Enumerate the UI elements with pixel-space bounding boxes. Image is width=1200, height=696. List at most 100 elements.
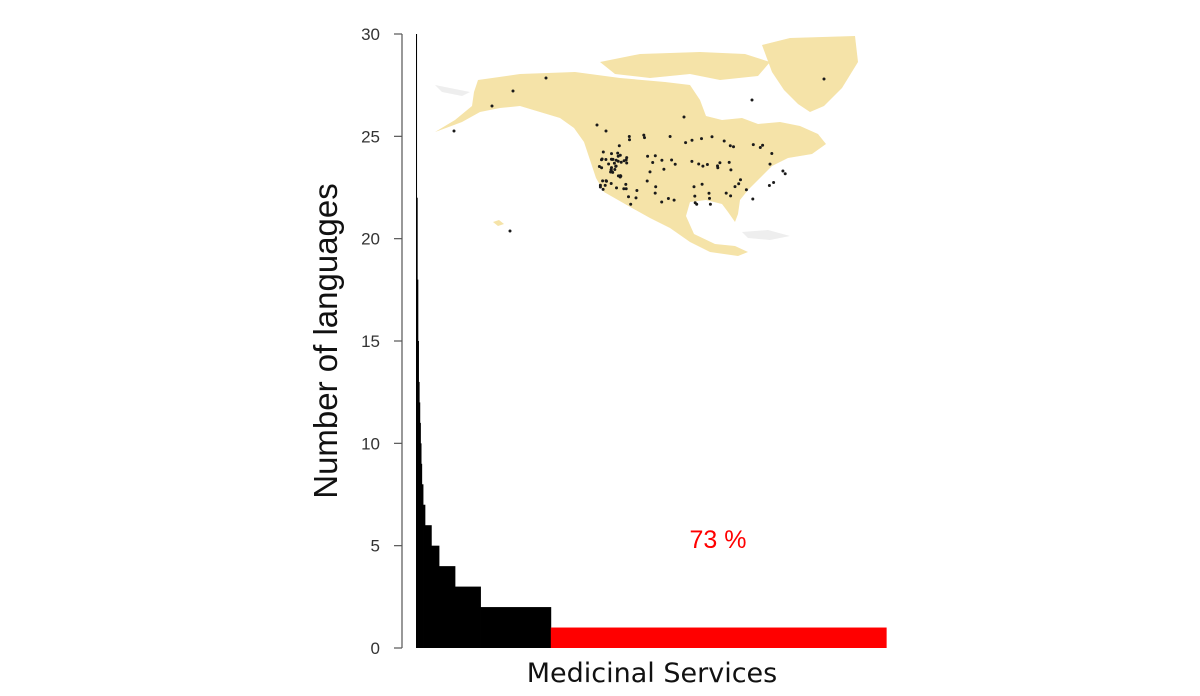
map-point bbox=[600, 157, 604, 161]
bar-group-13 bbox=[439, 566, 456, 648]
map-point bbox=[619, 160, 623, 164]
map-point bbox=[666, 197, 670, 200]
map-point bbox=[614, 158, 618, 162]
map-point bbox=[695, 202, 699, 206]
map-point bbox=[744, 188, 748, 192]
map-point bbox=[607, 162, 611, 166]
land-mainland bbox=[435, 72, 826, 256]
y-ticks: 0 5 10 15 20 25 30 bbox=[361, 25, 402, 658]
map-point bbox=[783, 172, 787, 176]
map-point bbox=[660, 200, 664, 204]
land-hawaii bbox=[493, 220, 504, 226]
y-tick-label: 5 bbox=[371, 537, 380, 556]
map-point bbox=[670, 158, 674, 162]
y-tick-label: 30 bbox=[361, 25, 380, 44]
map-point bbox=[642, 133, 646, 137]
map-point bbox=[705, 163, 709, 166]
map-point bbox=[724, 191, 728, 195]
bars bbox=[416, 34, 887, 649]
bar-group-12 bbox=[431, 545, 440, 648]
bar-group-7 bbox=[420, 443, 422, 648]
map-point bbox=[690, 159, 694, 163]
map-point bbox=[603, 183, 607, 187]
map-point bbox=[511, 89, 515, 93]
map-point bbox=[643, 136, 646, 140]
map-point bbox=[604, 179, 608, 183]
y-tick-label: 0 bbox=[371, 639, 380, 658]
map-point bbox=[627, 195, 630, 199]
map-point bbox=[716, 166, 720, 170]
map-point bbox=[751, 143, 755, 147]
map-point bbox=[768, 162, 772, 166]
map-point bbox=[727, 160, 731, 164]
map-point bbox=[452, 129, 456, 133]
x-axis-title: Medicinal Services bbox=[527, 658, 778, 689]
map-point bbox=[645, 179, 649, 183]
bar-group-11 bbox=[424, 525, 432, 648]
map-point bbox=[635, 189, 639, 192]
map-point bbox=[751, 197, 755, 201]
bar-group-0 bbox=[416, 34, 418, 648]
map-point bbox=[737, 182, 741, 186]
map-point bbox=[684, 141, 688, 145]
map-point bbox=[622, 159, 626, 163]
map-point bbox=[614, 164, 618, 168]
map-point bbox=[693, 194, 697, 198]
map-point bbox=[758, 146, 762, 149]
map-point bbox=[597, 165, 601, 168]
map-point bbox=[601, 187, 605, 191]
map-point bbox=[673, 162, 677, 166]
percent-annotation: 73 % bbox=[690, 526, 747, 554]
map-point bbox=[654, 185, 658, 189]
map-point bbox=[761, 143, 765, 147]
land-hudson-bay bbox=[705, 96, 742, 118]
map-point bbox=[668, 135, 672, 138]
map-point bbox=[700, 182, 704, 186]
map-point bbox=[729, 194, 733, 198]
map-point bbox=[615, 186, 618, 190]
bar-group-14 bbox=[454, 586, 481, 648]
map-point bbox=[729, 168, 733, 172]
map-point bbox=[634, 196, 638, 200]
map-point bbox=[601, 150, 605, 154]
y-tick-label: 20 bbox=[361, 230, 380, 249]
map-point bbox=[739, 178, 742, 182]
map-point bbox=[613, 168, 617, 171]
y-axis: 0 5 10 15 20 25 30 bbox=[361, 25, 403, 658]
map-point bbox=[707, 191, 711, 195]
map-point bbox=[610, 152, 613, 156]
y-tick-label: 15 bbox=[361, 332, 380, 351]
map-point bbox=[604, 158, 608, 161]
map-point bbox=[733, 185, 737, 189]
map-point bbox=[718, 161, 722, 165]
map-point bbox=[612, 161, 616, 165]
map-point bbox=[708, 196, 711, 200]
land-caribbean bbox=[742, 230, 790, 240]
map-point bbox=[598, 185, 602, 189]
map-point bbox=[625, 161, 629, 165]
map-point bbox=[672, 198, 676, 202]
map-point bbox=[722, 139, 726, 143]
map-point bbox=[653, 191, 657, 195]
map-point bbox=[609, 182, 613, 185]
bar-group-5 bbox=[419, 402, 421, 648]
bar-group-9 bbox=[421, 484, 424, 648]
map-point bbox=[710, 135, 714, 139]
map-points bbox=[452, 76, 826, 233]
map-point bbox=[651, 161, 655, 164]
map-point bbox=[822, 77, 826, 81]
map-point bbox=[601, 179, 605, 183]
bar-group-1 bbox=[416, 197, 418, 649]
map-point bbox=[627, 135, 631, 138]
map-point bbox=[700, 137, 703, 141]
map-point bbox=[628, 138, 631, 142]
bar-group-10 bbox=[423, 504, 426, 648]
bar-group-2 bbox=[417, 279, 419, 648]
map-point bbox=[767, 184, 771, 187]
bar-group-4 bbox=[418, 381, 420, 648]
map-point bbox=[662, 167, 666, 171]
bar-group-6 bbox=[419, 422, 421, 648]
map-point bbox=[728, 144, 732, 148]
bar-group-8 bbox=[421, 463, 423, 648]
